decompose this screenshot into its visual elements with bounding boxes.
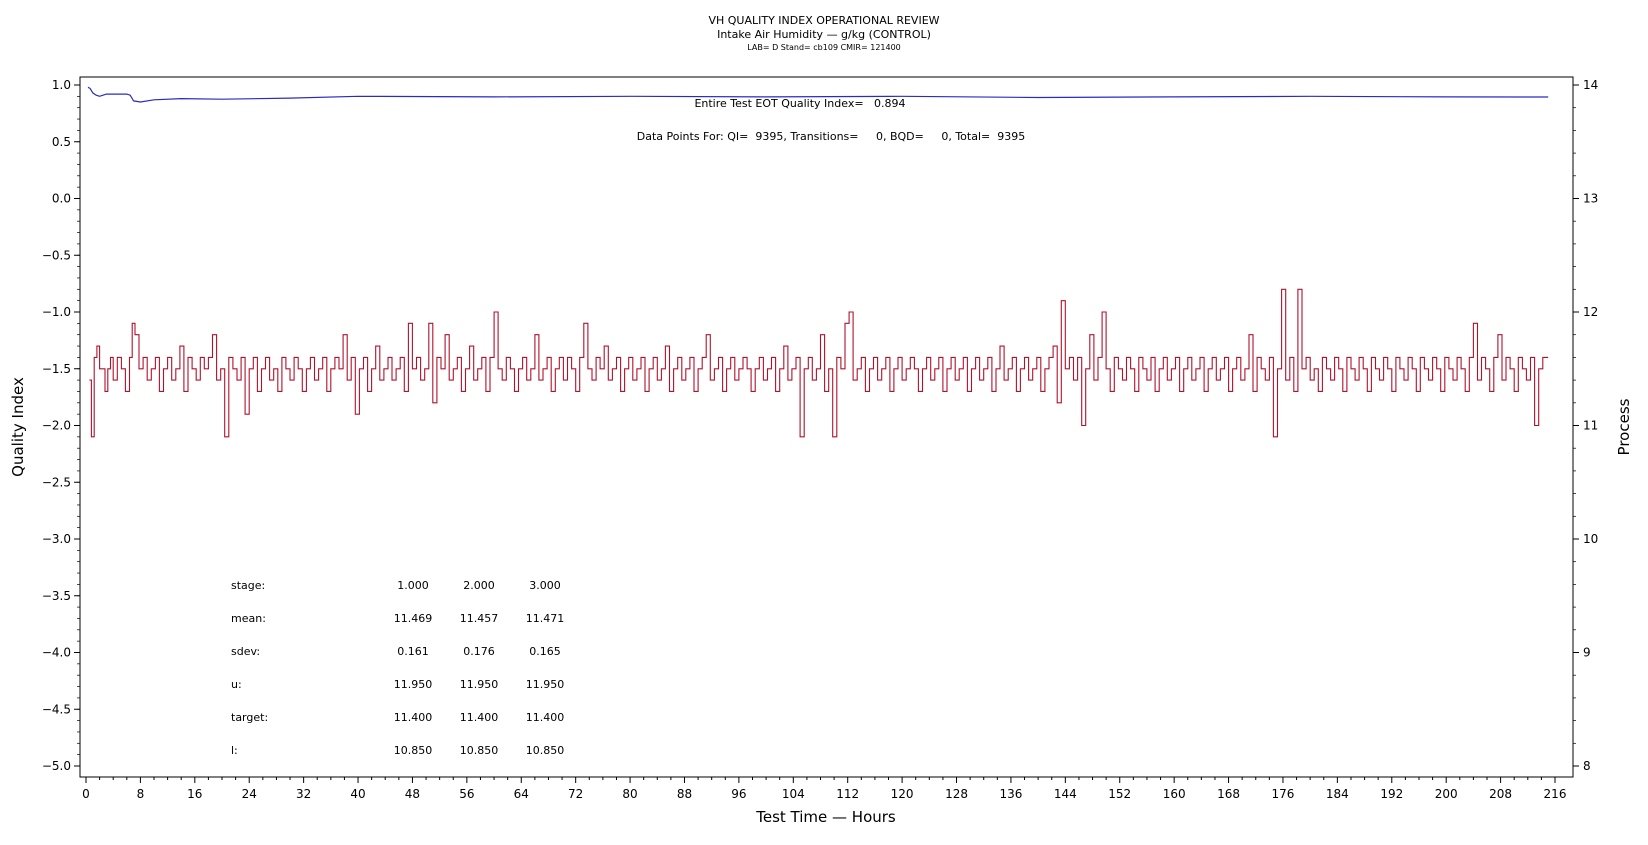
y-axis-title: Quality Index (9, 377, 27, 477)
chart-title: VH QUALITY INDEX OPERATIONAL REVIEW (708, 14, 940, 27)
y2-tick-label: 8 (1583, 759, 1591, 773)
stat-value: 1.000 (397, 579, 429, 592)
x-tick-label: 136 (999, 787, 1022, 801)
chart-info: LAB= D Stand= cb109 CMIR= 121400 (747, 43, 901, 52)
y-tick-label: −2.5 (42, 475, 71, 489)
y-tick-label: −1.5 (42, 362, 71, 376)
x-tick-label: 88 (677, 787, 692, 801)
y2-tick-label: 13 (1583, 192, 1598, 206)
x-tick-label: 72 (568, 787, 583, 801)
stat-label: l: (231, 744, 238, 757)
stat-value: 0.176 (463, 645, 495, 658)
x-tick-label: 24 (242, 787, 257, 801)
stat-value: 11.950 (526, 678, 565, 691)
x-tick-label: 104 (782, 787, 805, 801)
y-tick-label: −3.5 (42, 589, 71, 603)
data-points-text: Data Points For: QI= 9395, Transitions= … (637, 130, 1025, 143)
y2-tick-label: 11 (1583, 419, 1598, 433)
stat-value: 3.000 (529, 579, 561, 592)
chart-subtitle: Intake Air Humidity — g/kg (CONTROL) (717, 28, 931, 41)
x-tick-label: 152 (1108, 787, 1131, 801)
stat-value: 0.161 (397, 645, 429, 658)
stat-label: u: (231, 678, 242, 691)
y-tick-label: 0.5 (52, 135, 71, 149)
stat-value: 11.457 (460, 612, 499, 625)
y-tick-label: −4.5 (42, 702, 71, 716)
x-tick-label: 120 (891, 787, 914, 801)
x-tick-label: 8 (137, 787, 145, 801)
y-tick-label: −2.0 (42, 419, 71, 433)
x-tick-label: 160 (1163, 787, 1186, 801)
stat-label: sdev: (231, 645, 260, 658)
plot-frame (79, 76, 1574, 778)
stat-value: 11.950 (460, 678, 499, 691)
stat-label: mean: (231, 612, 266, 625)
stat-value: 11.400 (460, 711, 499, 724)
series-group (87, 86, 1549, 438)
process-series-line (89, 288, 1549, 438)
y-tick-label: −1.0 (42, 305, 71, 319)
x-tick-label: 176 (1272, 787, 1295, 801)
x-tick-label: 208 (1489, 787, 1512, 801)
stat-value: 10.850 (460, 744, 499, 757)
y-tick-label: 1.0 (52, 78, 71, 92)
stat-label: stage: (231, 579, 265, 592)
x-tick-label: 48 (405, 787, 420, 801)
x-tick-label: 184 (1326, 787, 1349, 801)
y-tick-label: −0.5 (42, 248, 71, 262)
x-tick-label: 96 (731, 787, 746, 801)
stat-value: 2.000 (463, 579, 495, 592)
y-tick-label: 0.0 (52, 192, 71, 206)
stage-stats-table: stage: 1.000 2.000 3.000 mean: 11.469 11.457 11… (231, 579, 564, 757)
x-tick-label: 80 (622, 787, 637, 801)
y-tick-label: −3.0 (42, 532, 71, 546)
stat-value: 0.165 (529, 645, 561, 658)
x-tick-label: 16 (187, 787, 202, 801)
x-axis: 0 8 16 24 32 40 48 56 64 72 80 88 96 104 112 120 128 136 1… (82, 777, 1566, 801)
x-tick-label: 64 (514, 787, 529, 801)
x-tick-label: 168 (1217, 787, 1240, 801)
stat-value: 10.850 (394, 744, 433, 757)
x-tick-label: 144 (1054, 787, 1077, 801)
x-tick-label: 112 (836, 787, 859, 801)
y2-tick-label: 10 (1583, 532, 1598, 546)
x-axis-title: Test Time — Hours (755, 808, 896, 826)
y-tick-label: −4.0 (42, 646, 71, 660)
y-axis-left: 1.0 0.5 0.0 −0.5 −1.0 −1.5 −2.0 −2.5 −3.0 −3.5 −4.… (42, 78, 80, 773)
x-tick-label: 216 (1544, 787, 1567, 801)
x-tick-label: 0 (82, 787, 90, 801)
y2-tick-label: 14 (1583, 78, 1598, 92)
stat-value: 11.950 (394, 678, 433, 691)
y-tick-label: −5.0 (42, 759, 71, 773)
x-tick-label: 128 (945, 787, 968, 801)
stat-label: target: (231, 711, 268, 724)
stat-value: 11.400 (526, 711, 565, 724)
stat-value: 11.400 (394, 711, 433, 724)
y2-axis-title: Process (1615, 398, 1633, 455)
eot-quality-index-text: Entire Test EOT Quality Index= 0.894 (694, 97, 905, 110)
y2-tick-label: 9 (1583, 646, 1591, 660)
stat-value: 11.469 (394, 612, 433, 625)
stat-value: 10.850 (526, 744, 565, 757)
x-tick-label: 200 (1435, 787, 1458, 801)
x-tick-label: 56 (459, 787, 474, 801)
stat-value: 11.471 (526, 612, 565, 625)
x-tick-label: 32 (296, 787, 311, 801)
chart-header: VH QUALITY INDEX OPERATIONAL REVIEW Inta… (0, 14, 1648, 53)
x-tick-label: 40 (350, 787, 365, 801)
quality-index-series-line (87, 86, 1549, 103)
x-tick-label: 192 (1380, 787, 1403, 801)
y-axis-right: 14 13 12 11 10 9 8 (1573, 78, 1598, 773)
y2-tick-label: 12 (1583, 305, 1598, 319)
